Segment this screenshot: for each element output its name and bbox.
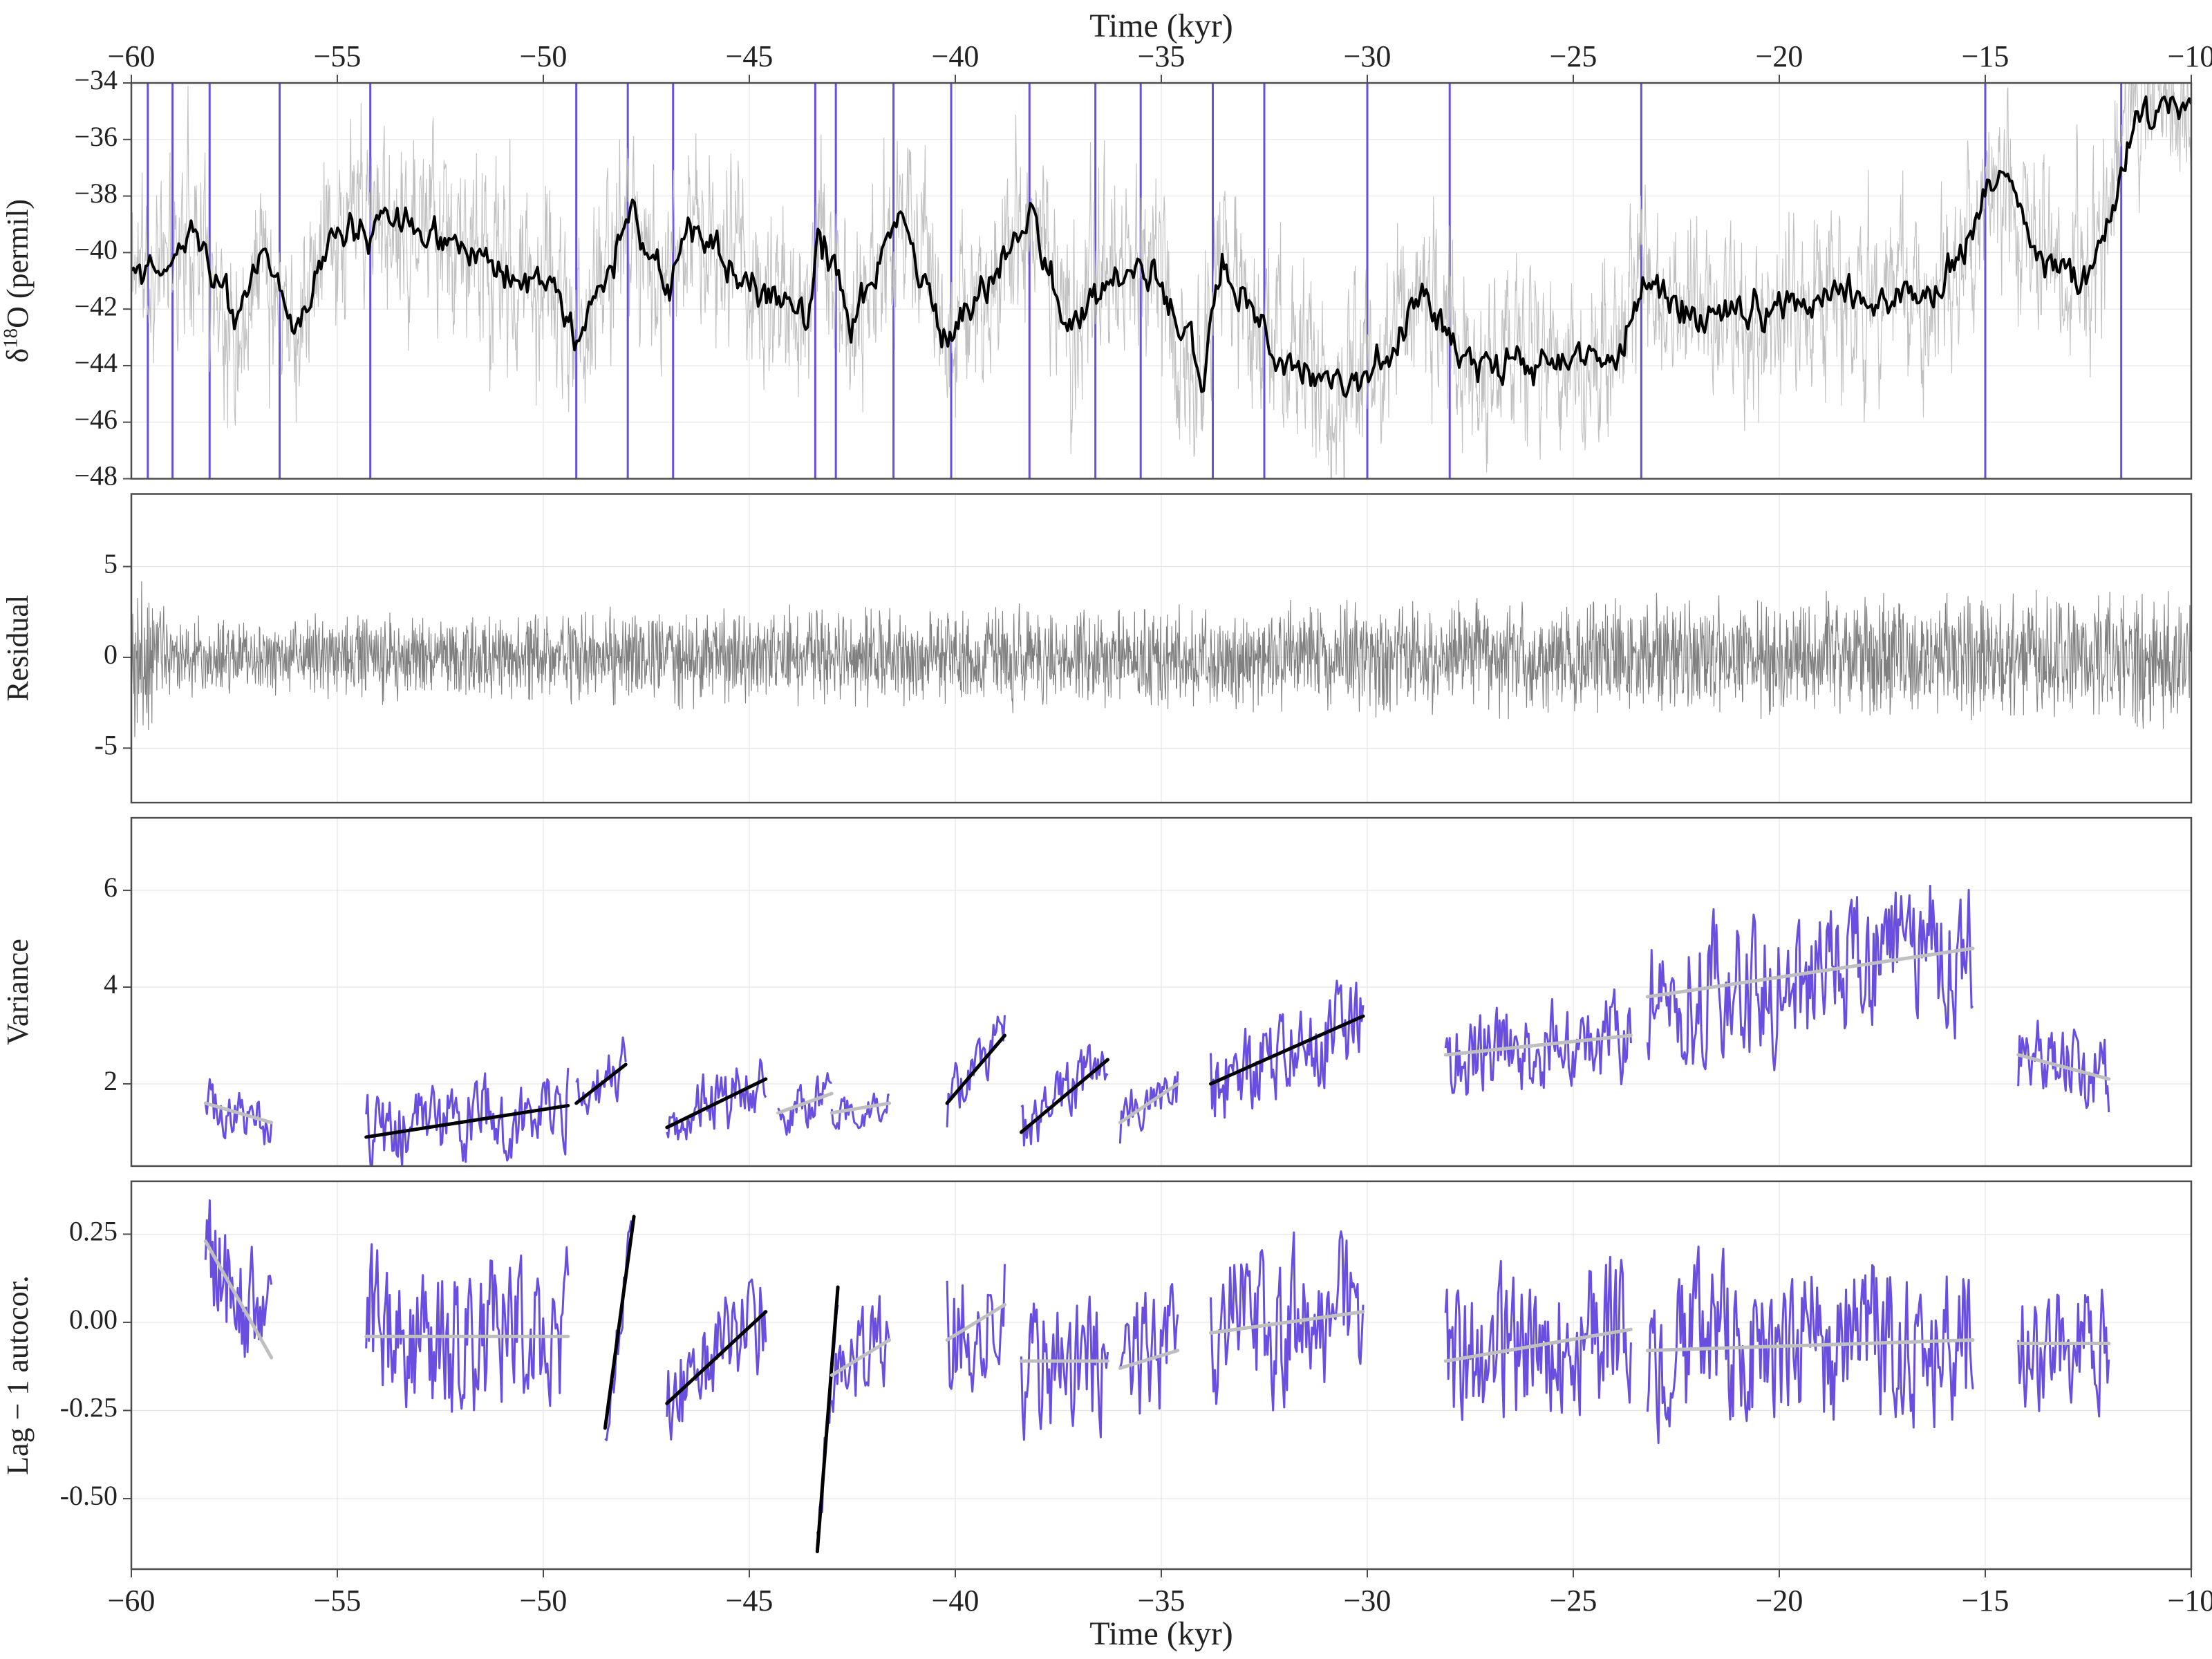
x-tick-label-bottom: −40 bbox=[932, 1584, 980, 1618]
y-axis-title-variance: Variance bbox=[1, 939, 35, 1045]
x-tick-label-bottom: −45 bbox=[726, 1584, 774, 1618]
x-tick-label-top: −15 bbox=[1962, 39, 2009, 73]
y-tick-label: −44 bbox=[74, 347, 118, 378]
x-tick-label-top: −20 bbox=[1756, 39, 1803, 73]
y-tick-label: 0.00 bbox=[69, 1304, 118, 1335]
figure-svg: Time (kyr) Time (kyr) −48 −46 −44 −42 −40 −38 −3… bbox=[0, 0, 2212, 1659]
x-tick-label-bottom: −55 bbox=[314, 1584, 362, 1618]
x-tick-label-top: −45 bbox=[726, 39, 774, 73]
x-tick-label-bottom: −10 bbox=[2168, 1584, 2212, 1618]
x-tick-label-bottom: −60 bbox=[108, 1584, 156, 1618]
x-tick-label-top: −60 bbox=[108, 39, 156, 73]
y-tick-label: 4 bbox=[104, 968, 118, 1000]
x-axis-title-top: Time (kyr) bbox=[1089, 8, 1233, 44]
y-axis-title-residual: Residual bbox=[1, 595, 35, 702]
y-tick-label: −40 bbox=[74, 234, 118, 265]
y-tick-label: 0 bbox=[104, 639, 118, 670]
x-tick-label-top: −55 bbox=[314, 39, 362, 73]
x-tick-label-top: −30 bbox=[1344, 39, 1391, 73]
x-tick-label-top: −50 bbox=[520, 39, 568, 73]
x-tick-label-top: −25 bbox=[1550, 39, 1597, 73]
x-tick-label-bottom: −25 bbox=[1550, 1584, 1597, 1618]
x-tick-label-bottom: −20 bbox=[1756, 1584, 1803, 1618]
y-tick-label: 0.25 bbox=[69, 1216, 118, 1247]
y-tick-label: −46 bbox=[74, 404, 118, 435]
y-tick-label: 6 bbox=[104, 872, 118, 903]
y-tick-label: 2 bbox=[104, 1065, 118, 1096]
y-tick-label: −48 bbox=[74, 460, 118, 491]
x-axis-title-bottom: Time (kyr) bbox=[1089, 1615, 1233, 1652]
x-tick-label-bottom: −30 bbox=[1344, 1584, 1391, 1618]
y-tick-label: −42 bbox=[74, 290, 118, 321]
paleoclimate-multipanel-figure: Time (kyr) Time (kyr) −48 −46 −44 −42 −40 −38 −3… bbox=[0, 0, 2212, 1659]
y-tick-label: -0.25 bbox=[60, 1392, 118, 1423]
y-axis-title-autocor: Lag − 1 autocor. bbox=[1, 1275, 35, 1475]
y-tick-label: −36 bbox=[74, 121, 118, 152]
x-tick-label-top: −10 bbox=[2168, 39, 2212, 73]
y-tick-label: 5 bbox=[104, 548, 118, 579]
x-tick-label-top: −35 bbox=[1138, 39, 1185, 73]
x-tick-label-bottom: −50 bbox=[520, 1584, 568, 1618]
x-tick-label-top: −40 bbox=[932, 39, 980, 73]
x-tick-label-bottom: −35 bbox=[1138, 1584, 1185, 1618]
x-tick-label-bottom: −15 bbox=[1962, 1584, 2009, 1618]
y-tick-label: -5 bbox=[95, 729, 118, 760]
y-tick-label: -0.50 bbox=[60, 1480, 118, 1511]
y-tick-label: −38 bbox=[74, 178, 118, 209]
